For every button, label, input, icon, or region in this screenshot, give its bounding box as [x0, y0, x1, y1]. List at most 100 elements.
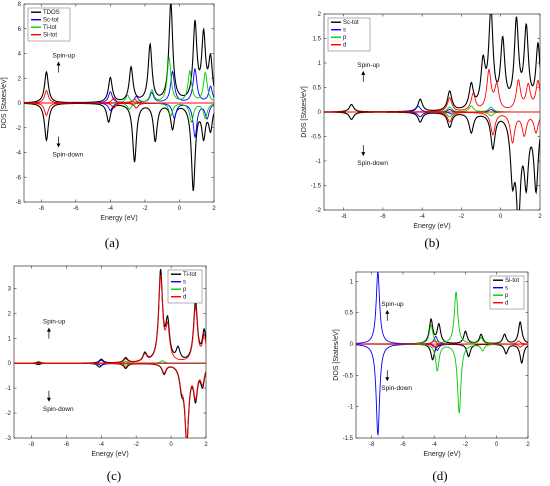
y-tick-label: 1.5: [313, 37, 322, 43]
y-tick-label: 0.5: [345, 311, 354, 317]
x-tick-label: 0: [169, 442, 173, 448]
legend-entry: TDOS: [43, 10, 60, 16]
y-tick-label: -0.5: [311, 135, 322, 141]
y-tick-label: 0: [18, 101, 22, 107]
y-axis-label: DOS [States/eV]: [301, 86, 308, 137]
legend-entry: Si-tot: [43, 33, 57, 39]
y-tick-label: -1: [348, 405, 354, 411]
panel-caption: (c): [107, 468, 121, 483]
x-tick-label: -2: [134, 442, 140, 448]
series-line-spin-up: [24, 4, 214, 104]
chart-panel-a: -8 -6 -4 -2 0 2 -8 -6 -4 -2 0 2 4 6 8 Energy (eV) DOS [S…: [1, 2, 216, 250]
spin-down-arrowhead: [385, 377, 390, 382]
x-tick-label: 2: [204, 442, 208, 448]
legend-box: [167, 269, 203, 304]
plot-frame: [355, 271, 529, 439]
spin-up-annotation: Spin-up: [53, 52, 76, 59]
legend-entry: Sc-tot: [43, 18, 59, 24]
x-tick-label: -2: [142, 206, 148, 212]
y-tick-label: 1: [350, 279, 354, 285]
x-tick-label: 2: [212, 206, 216, 212]
y-tick-label: -3: [6, 436, 12, 442]
y-tick-label: 0: [350, 342, 354, 348]
legend-entry: Sc-tot: [343, 20, 359, 26]
y-tick-label: 1: [8, 336, 12, 342]
y-tick-label: -2: [316, 208, 322, 214]
spin-up-arrowhead: [385, 309, 390, 314]
y-axis-label: DOS [States/eV]: [333, 329, 340, 380]
y-tick-label: -1.5: [343, 436, 354, 442]
x-tick-label: 0: [495, 442, 499, 448]
legend-entry: s: [183, 280, 186, 286]
y-tick-label: -1: [6, 386, 12, 392]
series-tdos: [24, 4, 214, 191]
y-tick-label: -8: [16, 200, 22, 206]
legend-entry: d: [343, 43, 346, 49]
legend-box: [27, 7, 71, 42]
y-tick-label: 8: [18, 2, 22, 8]
spin-down-annotation: Spin-down: [357, 160, 388, 167]
y-tick-label: 2: [318, 12, 322, 18]
spin-up-annotation: Spin-up: [43, 319, 66, 326]
legend-box: [327, 17, 371, 52]
y-axis-label: DOS [States/eV]: [1, 77, 8, 128]
series-line-spin-down: [24, 102, 214, 116]
x-axis-label: Energy (eV): [413, 223, 450, 230]
legend-entry: d: [183, 295, 186, 301]
legend-entry: Ti-tot: [43, 25, 57, 31]
y-tick-label: -4: [16, 151, 22, 157]
y-tick-label: 0.5: [313, 86, 322, 92]
x-axis-label: Energy (eV): [100, 215, 137, 222]
y-tick-label: 4: [18, 52, 22, 58]
x-tick-label: -8: [369, 442, 375, 448]
legend-entry: s: [343, 28, 346, 34]
y-tick-label: -2: [16, 126, 22, 132]
x-tick-label: -4: [420, 214, 426, 220]
spin-down-annotation: Spin-down: [43, 406, 74, 413]
panel-caption: (a): [105, 235, 119, 250]
x-tick-label: -8: [29, 442, 35, 448]
x-tick-label: -4: [108, 206, 114, 212]
x-tick-label: -6: [64, 442, 70, 448]
y-tick-label: -6: [16, 175, 22, 181]
y-tick-label: 3: [8, 286, 12, 292]
x-tick-label: -8: [39, 206, 45, 212]
x-axis-label: Energy (eV): [91, 451, 128, 458]
spin-down-arrowhead: [56, 143, 61, 148]
x-tick-label: 0: [178, 206, 182, 212]
x-tick-label: -2: [463, 442, 469, 448]
spin-up-arrowhead: [46, 327, 51, 332]
spin-up-annotation: Spin-up: [381, 301, 404, 308]
panel-caption: (b): [424, 235, 439, 250]
x-axis-label: Energy (eV): [423, 451, 460, 458]
series-p: [356, 291, 528, 414]
x-tick-label: -6: [400, 442, 406, 448]
y-tick-label: -1.5: [311, 184, 322, 190]
x-tick-label: 0: [499, 214, 503, 220]
spin-down-arrowhead: [361, 152, 366, 157]
chart-panel-b: -8 -6 -4 -2 0 2 -2 -1.5 -1 -0.5 0 0.5 1 1.5 2 Energy (e…: [301, 12, 542, 250]
legend-entry: Ti-tot: [183, 272, 197, 278]
series-line-spin-down: [324, 111, 540, 144]
legend-entry: Si-tot: [505, 278, 519, 284]
series-line-spin-down: [24, 102, 214, 191]
series-line-spin-up: [24, 67, 214, 104]
x-tick-label: -8: [341, 214, 347, 220]
legend-entry: p: [183, 287, 187, 293]
spin-down-arrowhead: [46, 397, 51, 402]
y-tick-label: 2: [18, 76, 22, 82]
series-line-spin-down: [14, 362, 206, 438]
legend-entry: p: [505, 293, 509, 299]
y-tick-label: 2: [8, 311, 12, 317]
x-tick-label: -2: [459, 214, 465, 220]
series-line-spin-up: [356, 318, 528, 345]
legend-entry: d: [505, 301, 508, 307]
y-tick-label: -0.5: [343, 373, 354, 379]
plot-frame: [13, 265, 207, 439]
y-tick-label: -2: [6, 411, 12, 417]
chart-panel-d: -8 -6 -4 -2 0 2 -1.5 -1 -0.5 0 0.5 1 Energy (eV) DOS …: [333, 271, 530, 483]
x-tick-label: -4: [99, 442, 105, 448]
series-line-spin-up: [24, 56, 214, 104]
